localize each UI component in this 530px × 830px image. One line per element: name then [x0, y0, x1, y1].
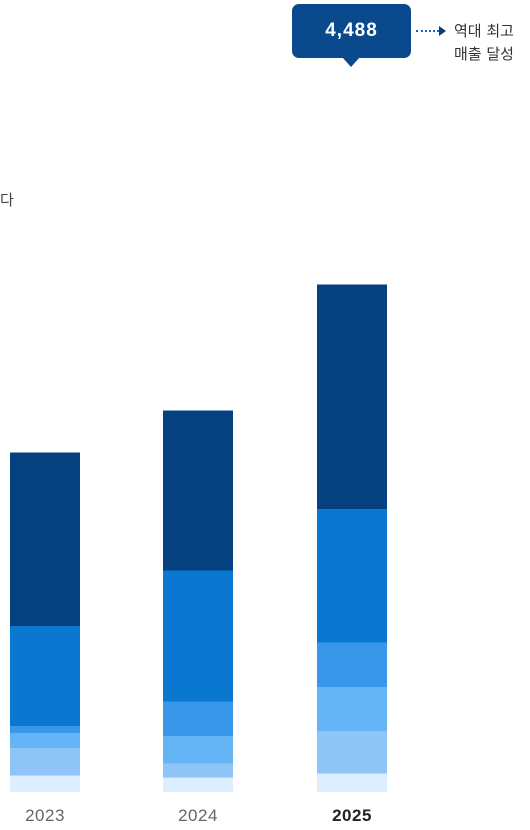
annotation-line-2: 매출 달성 [454, 45, 514, 63]
x-axis-label-2024: 2024 [178, 806, 218, 825]
bar-segment-2024-layer-2 [163, 763, 233, 778]
bar-segment-2023-layer-3 [10, 733, 80, 748]
annotation: 역대 최고 매출 달성 [454, 20, 514, 66]
bar-segment-2024-layer-1 [163, 777, 233, 792]
bar-segment-2025-layer-3 [317, 687, 387, 731]
bar-segment-2023-layer-6 [10, 452, 80, 626]
bar-segment-2024-layer-6 [163, 410, 233, 571]
x-axis-label-2023: 2023 [25, 806, 65, 825]
bar-segment-2025-layer-6 [317, 284, 387, 509]
bar-segment-2024-layer-4 [163, 701, 233, 736]
bar-segment-2025-layer-5 [317, 509, 387, 643]
bar-segment-2024-layer-3 [163, 736, 233, 764]
annotation-dotted-line [416, 30, 439, 32]
x-axis-label-2025: 2025 [332, 806, 372, 825]
bar-segment-2023-layer-5 [10, 626, 80, 726]
bar-segment-2025-layer-4 [317, 642, 387, 687]
bar-segment-2025-layer-2 [317, 731, 387, 774]
cut-off-text: 다 [0, 191, 14, 209]
bar-segment-2024-layer-5 [163, 570, 233, 702]
bar-segment-2023-layer-4 [10, 726, 80, 733]
highlight-value-label: 4,488 [325, 20, 378, 41]
bar-segment-2023-layer-2 [10, 748, 80, 776]
highlight-value-callout: 4,488 [292, 4, 411, 58]
annotation-line-1: 역대 최고 [454, 22, 514, 40]
bar-segment-2025-layer-1 [317, 773, 387, 792]
bar-segment-2023-layer-1 [10, 775, 80, 792]
callout-pointer [342, 57, 360, 67]
annotation-arrow-icon [439, 26, 446, 36]
